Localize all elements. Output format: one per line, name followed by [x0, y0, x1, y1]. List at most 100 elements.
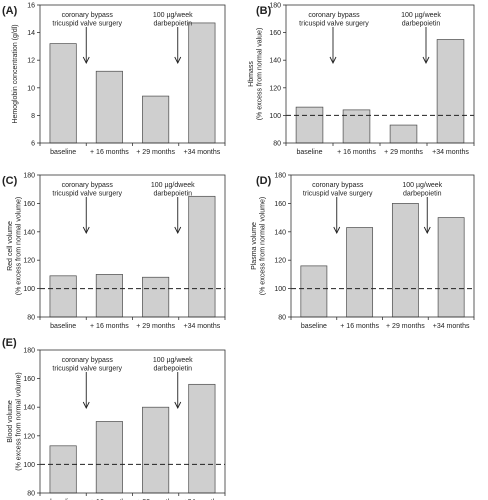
y-tick-label: 80	[278, 315, 286, 322]
y-axis-title-line: (% excess from normal volume)	[16, 197, 23, 295]
bar	[188, 195, 216, 318]
chart-panel-2: (B) Hbmass (% excess from normal value) 80 1…	[248, 3, 475, 156]
x-tick-label: + 29 months	[384, 149, 423, 156]
x-tick-label: +34 months	[183, 149, 220, 156]
chart-panel-3: (C) Red cell volume (% excess from normal …	[2, 173, 226, 330]
annotation-text: coronary bypass	[62, 182, 114, 189]
bar	[436, 39, 465, 144]
y-axis-title: Red cell volume (% excess from normal vol…	[7, 197, 23, 295]
annotation-text: tricuspid valve surgery	[52, 366, 122, 373]
annotation-text: darbepoietin	[153, 366, 192, 373]
y-tick-label: 12	[27, 58, 35, 65]
bar	[142, 406, 170, 494]
y-tick-label: 100	[274, 286, 286, 293]
bar	[391, 203, 419, 318]
annotation-arrowhead	[82, 56, 90, 65]
y-tick-label: 120	[23, 258, 35, 265]
x-tick-label: baseline	[50, 149, 76, 156]
annotation-text: tricuspid valve surgery	[52, 191, 122, 198]
annotation-arrowhead	[82, 401, 90, 410]
y-axis-title: Hemoglobin concentration (g/dl)	[12, 24, 19, 123]
annotation-text: tricuspid valve surgery	[299, 21, 369, 28]
x-tick-label: baseline	[301, 323, 327, 330]
annotation-text: 100 µg/week	[153, 357, 193, 364]
annotation-text: 100 µg/week	[401, 12, 441, 19]
annotation-text: tricuspid valve surgery	[303, 191, 373, 198]
x-tick-label: baseline	[296, 149, 322, 156]
bar	[300, 265, 328, 318]
annotation-text: darbepoietin	[403, 191, 442, 198]
bar	[142, 276, 170, 318]
y-tick-label: 120	[269, 85, 281, 92]
x-tick-label: +34 months	[183, 323, 220, 330]
annotation-text: coronary bypass	[308, 12, 360, 19]
bar	[49, 445, 77, 494]
chart-panel-4: (D) Plasma volume (% excess from normal vo…	[251, 173, 475, 330]
y-tick-label: 180	[23, 173, 35, 180]
y-tick-label: 100	[23, 286, 35, 293]
y-tick-label: 80	[273, 141, 281, 148]
panel-label: (D)	[256, 175, 272, 187]
y-tick-label: 14	[27, 30, 35, 37]
x-tick-label: + 16 months	[90, 323, 129, 330]
panel-label: (C)	[2, 175, 18, 187]
y-tick-label: 160	[269, 30, 281, 37]
y-tick-label: 140	[274, 229, 286, 236]
y-tick-label: 160	[23, 201, 35, 208]
y-axis-title-line: Hemoglobin concentration (g/dl)	[12, 24, 19, 123]
y-axis-title-line: Red cell volume	[7, 221, 14, 271]
annotation-text: darbepoietin	[402, 21, 441, 28]
annotation-text: 100 µg/week	[153, 12, 193, 19]
annotation-text: coronary bypass	[312, 182, 364, 189]
y-tick-label: 180	[269, 3, 281, 10]
bar	[437, 217, 465, 318]
bar	[142, 95, 170, 144]
y-axis-title: Hbmass (% excess from normal value)	[248, 28, 264, 121]
annotation-arrowhead	[333, 226, 341, 235]
y-tick-label: 160	[274, 201, 286, 208]
panel-label: (E)	[2, 337, 17, 349]
y-tick-label: 80	[27, 315, 35, 322]
panel-label: (A)	[2, 5, 18, 17]
bar	[188, 383, 216, 494]
annotation-text: darbepoietin	[153, 191, 192, 198]
y-tick-label: 140	[269, 58, 281, 65]
chart-panel-1: (A) Hemoglobin concentration (g/dl) 6 8 10 12…	[2, 3, 226, 156]
chart-panel-5: (E) Blood volume (% excess from normal vol…	[2, 337, 226, 500]
annotation-arrowhead	[423, 226, 431, 235]
annotation-arrowhead	[329, 56, 337, 65]
y-tick-label: 16	[27, 3, 35, 10]
y-tick-label: 8	[31, 113, 35, 120]
x-tick-label: + 29 months	[136, 149, 175, 156]
y-tick-label: 120	[23, 433, 35, 440]
annotation-text: 100 µg/week	[402, 182, 442, 189]
y-tick-label: 180	[274, 173, 286, 180]
y-axis-title-line: (% excess from normal value)	[257, 28, 264, 121]
y-axis-title-line: (% excess from normal volume)	[260, 197, 267, 295]
x-tick-label: + 29 months	[136, 323, 175, 330]
x-tick-label: +34 months	[433, 323, 470, 330]
x-tick-label: + 29 months	[386, 323, 425, 330]
bar	[49, 275, 77, 318]
y-tick-label: 140	[23, 405, 35, 412]
annotation-text: tricuspid valve surgery	[52, 21, 122, 28]
bar	[295, 106, 324, 144]
y-tick-label: 100	[23, 462, 35, 469]
x-tick-label: baseline	[50, 323, 76, 330]
y-tick-label: 100	[269, 113, 281, 120]
annotation-arrowhead	[174, 401, 182, 410]
y-axis-title: Plasma volume (% excess from normal volum…	[251, 197, 267, 295]
annotation-text: coronary bypass	[62, 12, 114, 19]
bar	[95, 70, 123, 144]
y-axis-title-line: Blood volume	[7, 400, 14, 443]
y-axis-title: Blood volume (% excess from normal volume…	[7, 372, 23, 470]
annotation-text: coronary bypass	[62, 357, 114, 364]
bar	[188, 22, 216, 144]
panel-label: (B)	[256, 5, 272, 17]
annotation-arrowhead	[174, 56, 182, 65]
y-tick-label: 10	[27, 85, 35, 92]
bar	[346, 227, 374, 318]
y-tick-label: 120	[274, 258, 286, 265]
x-tick-label: + 16 months	[340, 323, 379, 330]
y-axis-title-line: (% excess from normal volume)	[16, 372, 23, 470]
